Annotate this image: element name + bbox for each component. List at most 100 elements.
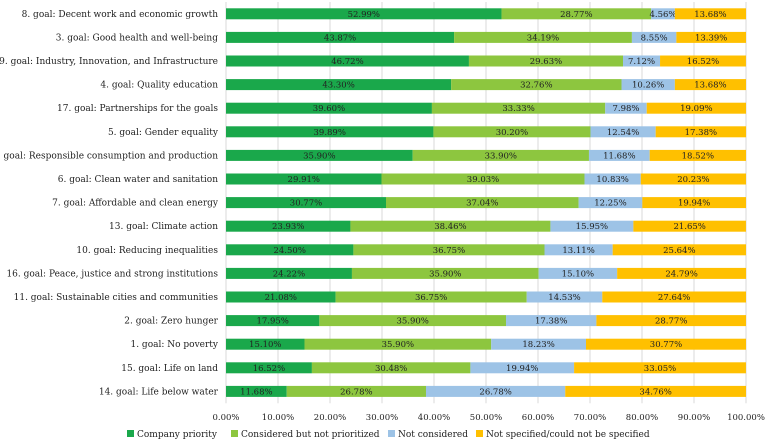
bar-segment xyxy=(226,126,434,138)
data-label: 36.75% xyxy=(433,246,465,256)
x-tick-label: 60.00% xyxy=(522,413,554,423)
x-tick-label: 20.00% xyxy=(314,413,346,423)
bar-segment xyxy=(226,55,469,67)
bar-segment xyxy=(226,315,320,327)
bar-segment xyxy=(350,220,551,232)
data-label: 46.72% xyxy=(331,57,363,67)
data-label: 14.53% xyxy=(548,293,580,303)
category-label: 5. goal: Gender equality xyxy=(108,128,219,138)
bar-segment xyxy=(617,267,747,279)
data-label: 20.23% xyxy=(677,175,709,185)
data-label: 37.04% xyxy=(466,199,498,209)
data-label: 33.90% xyxy=(485,151,517,161)
data-label: 8.55% xyxy=(641,33,668,43)
data-label: 26.78% xyxy=(340,387,372,397)
category-label: 14. goal: Life below water xyxy=(99,387,219,397)
data-label: 43.87% xyxy=(324,33,356,43)
data-label: 38.46% xyxy=(434,222,466,232)
bar-segment xyxy=(470,362,575,374)
bar-segment xyxy=(304,338,492,350)
bar-segment xyxy=(226,173,382,185)
bar-segment xyxy=(633,220,746,232)
data-label: 29.63% xyxy=(530,57,562,67)
bar-segment xyxy=(226,220,351,232)
data-label: 18.23% xyxy=(522,340,554,350)
data-label: 28.77% xyxy=(560,10,592,20)
data-label: 21.08% xyxy=(265,293,297,303)
bar-segment xyxy=(651,8,675,20)
x-tick-label: 70.00% xyxy=(574,413,606,423)
bar-segment xyxy=(501,8,652,20)
bar-segment xyxy=(351,267,539,279)
data-label: 15.10% xyxy=(249,340,281,350)
bar-segment xyxy=(674,79,746,91)
bar-segment xyxy=(226,291,336,303)
legend: Company priority Considered but not prior… xyxy=(127,430,650,440)
bar-segment xyxy=(226,244,354,256)
bar-segment xyxy=(574,362,746,374)
bar-segment xyxy=(631,31,677,43)
data-label: 19.94% xyxy=(506,364,538,374)
data-label: 7.98% xyxy=(612,104,639,114)
data-label: 12.25% xyxy=(594,199,626,209)
bar-segment xyxy=(226,31,455,43)
bar-segment xyxy=(623,55,661,67)
category-label: 3. goal: Good health and well-being xyxy=(56,33,218,43)
data-label: 11.68% xyxy=(603,151,635,161)
bar-segment xyxy=(565,385,746,397)
data-label: 35.90% xyxy=(382,340,414,350)
bar-segment xyxy=(319,315,507,327)
legend-swatch xyxy=(231,430,238,437)
bar-segment xyxy=(226,197,387,209)
data-label: 30.77% xyxy=(290,199,322,209)
category-label: 2. goal: Zero hunger xyxy=(124,317,218,327)
category-label: 15. goal: Life on land xyxy=(121,364,218,374)
category-label: 13. goal: Climate action xyxy=(109,222,218,232)
bar-segment xyxy=(412,149,589,161)
bar-segment xyxy=(226,79,452,91)
category-label: 6. goal: Clean water and sanitation xyxy=(58,175,218,185)
data-label: 17.95% xyxy=(256,317,288,327)
x-tick-label: 100.00% xyxy=(727,413,765,423)
category-labels: 8. goal: Decent work and economic growth… xyxy=(0,10,219,398)
bars: 52.99% 28.77% 4.56% 13.68% 43.87% 34.19% 8.55%… xyxy=(226,8,747,397)
bar-segment xyxy=(596,315,746,327)
bar-segment xyxy=(655,126,747,138)
category-label: 12. goal: Responsible consumption and pr… xyxy=(0,151,218,161)
bar-segment xyxy=(431,102,606,114)
bar-segment xyxy=(538,267,618,279)
data-label: 19.94% xyxy=(678,199,710,209)
bar-segment xyxy=(286,385,426,397)
bar-segment xyxy=(226,362,312,374)
data-label: 30.48% xyxy=(375,364,407,374)
bar-segment xyxy=(226,385,287,397)
bar-segment xyxy=(660,55,746,67)
bar-segment xyxy=(491,338,586,350)
x-tick-label: 0.00% xyxy=(212,413,239,423)
data-label: 18.52% xyxy=(682,151,714,161)
bar-segment xyxy=(590,126,656,138)
data-label: 25.64% xyxy=(663,246,695,256)
data-label: 11.68% xyxy=(240,387,272,397)
x-tick-label: 80.00% xyxy=(626,413,658,423)
bar-segment xyxy=(353,244,545,256)
bar-segment xyxy=(226,267,352,279)
bar-segment xyxy=(674,8,746,20)
data-label: 17.38% xyxy=(535,317,567,327)
data-label: 29.91% xyxy=(288,175,320,185)
data-label: 15.10% xyxy=(562,269,594,279)
bar-segment xyxy=(226,102,432,114)
bar-segment xyxy=(584,173,641,185)
category-label: 1. goal: No poverty xyxy=(130,340,218,350)
data-label: 27.64% xyxy=(658,293,690,303)
bar-segment xyxy=(226,338,305,350)
bar-segment xyxy=(433,126,591,138)
data-label: 21.65% xyxy=(673,222,705,232)
data-label: 24.79% xyxy=(665,269,697,279)
bar-segment xyxy=(605,102,647,114)
x-tick-label: 30.00% xyxy=(366,413,398,423)
bar-segment xyxy=(386,197,579,209)
data-label: 19.09% xyxy=(680,104,712,114)
